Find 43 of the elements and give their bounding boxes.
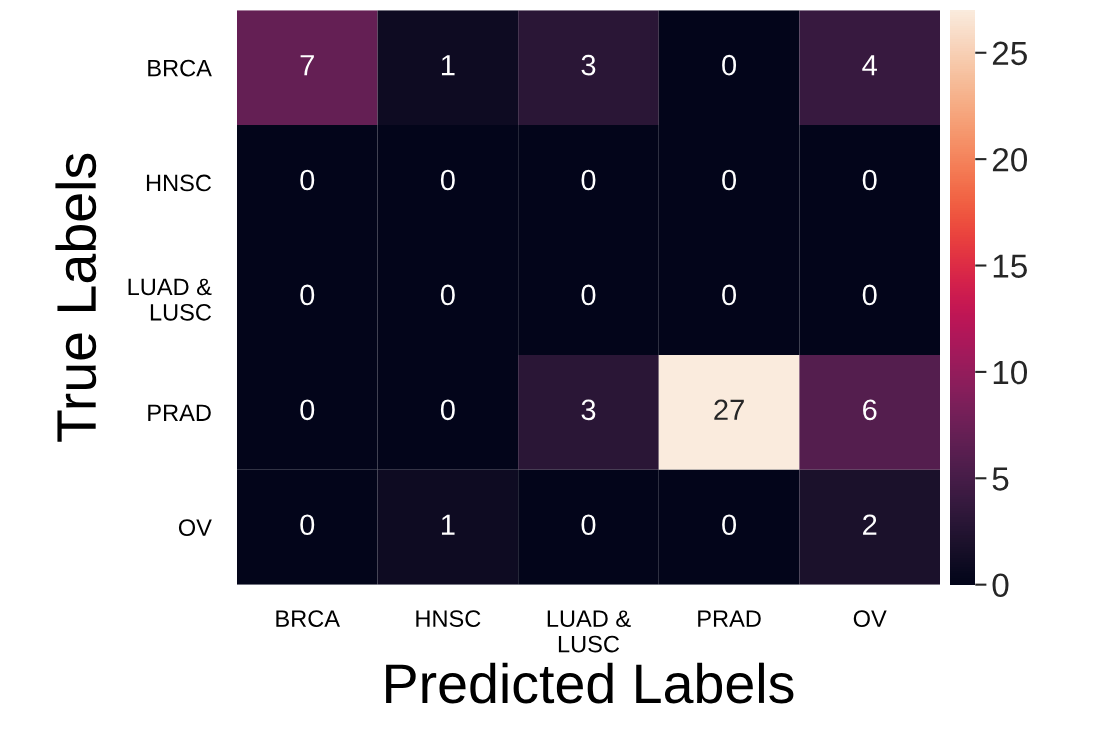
x-tick-label: HNSC	[416, 610, 481, 627]
data-label: 0	[722, 169, 737, 191]
color-bar-label: 15	[993, 254, 1027, 278]
data-label: 0	[300, 169, 315, 191]
data-label: 2	[863, 514, 877, 535]
data-label: 0	[722, 514, 737, 536]
y-axis-title: True Labels	[55, 153, 97, 442]
color-bar-label: 25	[992, 41, 1027, 66]
x-tick-label: OV	[853, 610, 887, 627]
y-tick-label: BRCA	[148, 59, 212, 77]
data-label: 3	[581, 54, 596, 76]
data-label: 0	[440, 399, 455, 421]
data-label: 0	[722, 54, 737, 76]
y-tick-label: OV	[178, 519, 212, 536]
y-tick-label: PRAD	[148, 404, 211, 421]
data-label: 0	[581, 514, 596, 536]
color-bar-label: 20	[992, 147, 1028, 172]
data-label: 0	[300, 284, 315, 306]
data-label: 1	[441, 55, 455, 76]
data-label: 0	[722, 284, 737, 306]
y-tick-label: LUAD & LUSC	[128, 278, 212, 321]
x-tick-label: LUAD & LUSC	[547, 610, 631, 653]
data-label: 7	[300, 55, 314, 76]
data-label: 6	[863, 399, 877, 421]
data-label: 3	[581, 399, 596, 421]
data-label: 0	[862, 169, 877, 191]
data-label: 0	[440, 284, 455, 306]
data-label: 4	[862, 55, 877, 76]
color-bar-label: 10	[993, 360, 1028, 385]
data-label: 0	[300, 514, 315, 536]
color-bar-label: 0	[992, 573, 1009, 598]
color-bar-label: 5	[992, 467, 1009, 491]
y-tick-label: HNSC	[146, 174, 212, 192]
data-label: 27	[714, 399, 744, 420]
data-label: 0	[440, 169, 455, 191]
x-tick-label: PRAD	[698, 610, 761, 627]
data-label: 0	[581, 169, 596, 191]
x-axis-title: Predicted Labels	[386, 662, 794, 704]
data-label: 0	[300, 399, 315, 421]
x-tick-label: BRCA	[276, 610, 340, 627]
data-label: 0	[862, 284, 877, 306]
data-label: 1	[441, 514, 455, 535]
data-label: 0	[581, 284, 596, 306]
